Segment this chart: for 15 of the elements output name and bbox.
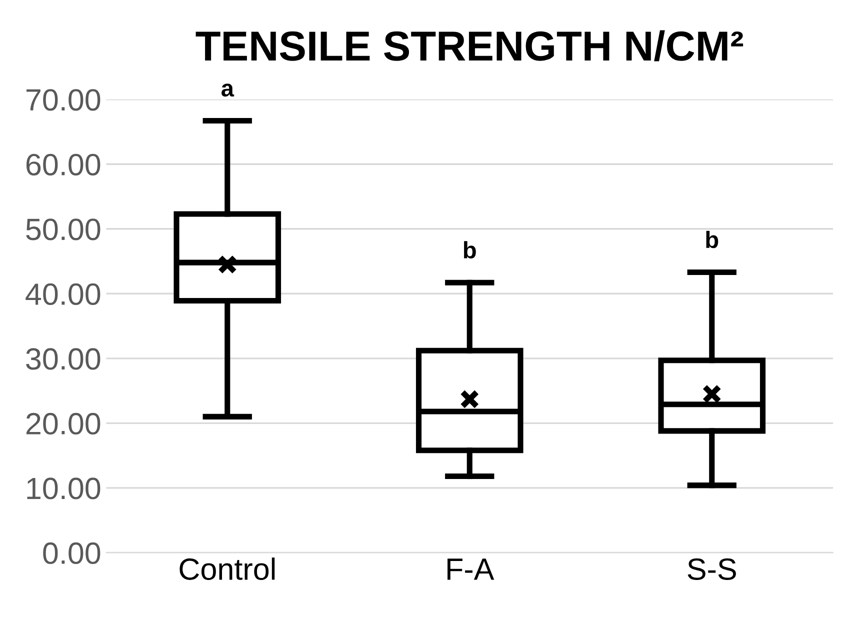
y-tick-label: 70.00	[26, 89, 100, 111]
chart-title: TENSILE STRENGTH N/CM²	[196, 30, 744, 62]
y-tick-label: 30.00	[26, 348, 100, 370]
x-tick-label: Control	[180, 558, 275, 580]
text: a	[222, 84, 234, 97]
y-tick-label: 10.00	[27, 478, 100, 500]
y-tick-label: 50.00	[26, 218, 100, 240]
annotation: b	[464, 241, 476, 259]
x-tick-label: F-A	[448, 558, 494, 580]
x-tick-label: S-S	[688, 558, 736, 580]
y-tick-label: 0.00	[43, 542, 100, 564]
y-tick-label: 20.00	[26, 412, 100, 435]
y-tick-label: 60.00	[26, 154, 100, 176]
y-tick-label: 40.00	[26, 283, 100, 306]
annotation: b	[706, 230, 718, 248]
